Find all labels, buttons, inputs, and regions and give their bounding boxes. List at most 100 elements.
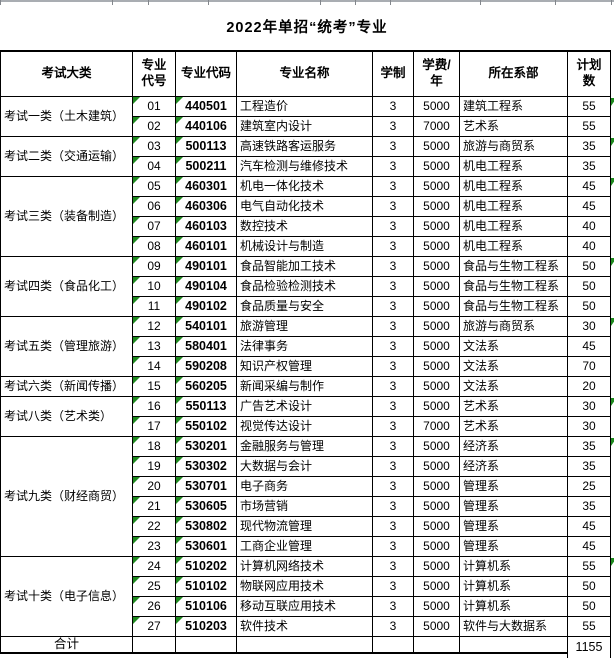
plan-count-cell: 30 bbox=[568, 397, 610, 417]
major-code-cell: 550102 bbox=[176, 417, 237, 437]
plan-count-cell: 50 bbox=[568, 597, 610, 617]
duration-cell: 3 bbox=[373, 617, 414, 637]
plan-count-cell: 55 bbox=[568, 617, 610, 637]
duration-cell: 3 bbox=[373, 277, 414, 297]
cropped-row-above-strip bbox=[0, 0, 614, 2]
major-no-cell: 22 bbox=[133, 517, 176, 537]
duration-cell: 3 bbox=[373, 577, 414, 597]
major-code-cell: 440106 bbox=[176, 117, 237, 137]
department-cell: 机电工程系 bbox=[460, 217, 568, 237]
duration-cell: 3 bbox=[373, 337, 414, 357]
header-exam-category: 考试大类 bbox=[1, 52, 133, 97]
tuition-cell: 5000 bbox=[414, 377, 460, 397]
department-cell: 经济系 bbox=[460, 457, 568, 477]
duration-cell: 3 bbox=[373, 197, 414, 217]
major-code-cell: 530802 bbox=[176, 517, 237, 537]
department-cell: 机电工程系 bbox=[460, 157, 568, 177]
major-code-cell: 560205 bbox=[176, 377, 237, 397]
tuition-cell: 5000 bbox=[414, 537, 460, 557]
green-corner-mark bbox=[611, 258, 614, 266]
major-code-cell: 460101 bbox=[176, 237, 237, 257]
major-no-cell: 09 bbox=[133, 257, 176, 277]
tuition-cell: 5000 bbox=[414, 597, 460, 617]
tuition-cell: 5000 bbox=[414, 477, 460, 497]
major-name-cell: 数控技术 bbox=[237, 217, 373, 237]
duration-cell: 3 bbox=[373, 177, 414, 197]
plan-count-cell: 50 bbox=[568, 257, 610, 277]
major-no-cell: 25 bbox=[133, 577, 176, 597]
category-cell: 考试二类（交通运输） bbox=[1, 137, 133, 177]
major-name-cell: 现代物流管理 bbox=[237, 517, 373, 537]
tuition-cell: 5000 bbox=[414, 577, 460, 597]
duration-cell: 3 bbox=[373, 477, 414, 497]
tuition-cell: 5000 bbox=[414, 177, 460, 197]
major-name-cell: 软件技术 bbox=[237, 617, 373, 637]
department-cell: 软件与大数据系 bbox=[460, 617, 568, 637]
major-name-cell: 电气自动化技术 bbox=[237, 197, 373, 217]
major-no-cell: 18 bbox=[133, 437, 176, 457]
major-no-cell: 16 bbox=[133, 397, 176, 417]
duration-cell: 3 bbox=[373, 97, 414, 117]
category-cell: 考试四类（食品化工） bbox=[1, 257, 133, 317]
plan-count-cell: 55 bbox=[568, 97, 610, 117]
green-corner-mark bbox=[611, 138, 614, 146]
top-edge-tick bbox=[320, 0, 321, 5]
header-tuition-per-year: 学费/年 bbox=[414, 52, 460, 97]
tuition-cell: 5000 bbox=[414, 137, 460, 157]
duration-cell: 3 bbox=[373, 217, 414, 237]
category-cell: 考试一类（土木建筑） bbox=[1, 97, 133, 137]
department-cell: 计算机系 bbox=[460, 557, 568, 577]
major-code-cell: 510203 bbox=[176, 617, 237, 637]
category-cell: 考试三类（装备制造） bbox=[1, 177, 133, 257]
major-name-cell: 知识产权管理 bbox=[237, 357, 373, 377]
major-name-cell: 物联网应用技术 bbox=[237, 577, 373, 597]
major-code-cell: 490102 bbox=[176, 297, 237, 317]
header-major-code: 专业代码 bbox=[176, 52, 237, 97]
tuition-cell: 5000 bbox=[414, 97, 460, 117]
major-code-cell: 530701 bbox=[176, 477, 237, 497]
major-code-cell: 460306 bbox=[176, 197, 237, 217]
plan-count-cell: 45 bbox=[568, 197, 610, 217]
major-code-cell: 440501 bbox=[176, 97, 237, 117]
major-name-cell: 电子商务 bbox=[237, 477, 373, 497]
major-name-cell: 新闻采编与制作 bbox=[237, 377, 373, 397]
department-cell: 文法系 bbox=[460, 357, 568, 377]
tuition-cell: 5000 bbox=[414, 317, 460, 337]
department-cell: 管理系 bbox=[460, 517, 568, 537]
green-corner-mark bbox=[611, 438, 614, 446]
top-edge-tick bbox=[208, 0, 209, 5]
duration-cell: 3 bbox=[373, 597, 414, 617]
green-corner-mark bbox=[611, 398, 614, 406]
major-no-cell: 10 bbox=[133, 277, 176, 297]
category-cell: 考试五类（管理旅游） bbox=[1, 317, 133, 377]
plan-count-cell: 40 bbox=[568, 237, 610, 257]
duration-cell: 3 bbox=[373, 157, 414, 177]
department-cell: 艺术系 bbox=[460, 397, 568, 417]
major-code-cell: 540101 bbox=[176, 317, 237, 337]
top-edge-tick bbox=[355, 0, 356, 5]
department-cell: 艺术系 bbox=[460, 417, 568, 437]
department-cell: 艺术系 bbox=[460, 117, 568, 137]
header-department: 所在系部 bbox=[460, 52, 568, 97]
tuition-cell: 5000 bbox=[414, 277, 460, 297]
tuition-cell: 5000 bbox=[414, 557, 460, 577]
tuition-cell: 5000 bbox=[414, 357, 460, 377]
department-cell: 经济系 bbox=[460, 437, 568, 457]
tuition-cell: 5000 bbox=[414, 237, 460, 257]
department-cell: 机电工程系 bbox=[460, 177, 568, 197]
plan-count-cell: 30 bbox=[568, 317, 610, 337]
duration-cell: 3 bbox=[373, 397, 414, 417]
department-cell: 机电工程系 bbox=[460, 197, 568, 217]
major-no-cell: 06 bbox=[133, 197, 176, 217]
major-name-cell: 工程造价 bbox=[237, 97, 373, 117]
tuition-cell: 5000 bbox=[414, 157, 460, 177]
department-cell: 食品与生物工程系 bbox=[460, 277, 568, 297]
major-no-cell: 27 bbox=[133, 617, 176, 637]
major-no-cell: 21 bbox=[133, 497, 176, 517]
plan-count-cell: 35 bbox=[568, 137, 610, 157]
duration-cell: 3 bbox=[373, 417, 414, 437]
major-no-cell: 07 bbox=[133, 217, 176, 237]
major-code-cell: 550113 bbox=[176, 397, 237, 417]
major-no-cell: 02 bbox=[133, 117, 176, 137]
major-name-cell: 工商企业管理 bbox=[237, 537, 373, 557]
